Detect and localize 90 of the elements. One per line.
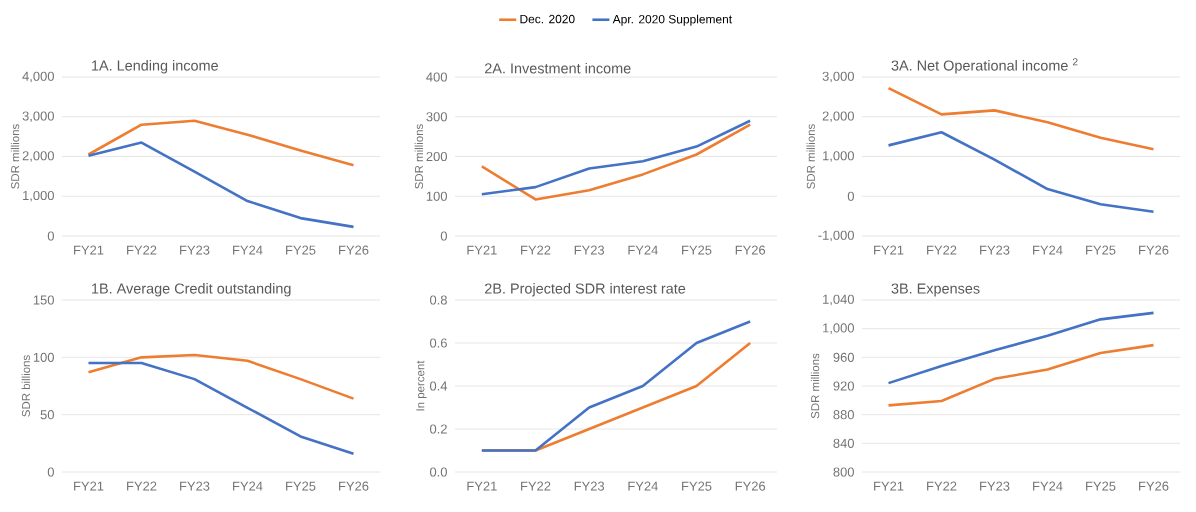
line-series: [480, 320, 752, 452]
y-tick-label: 1,000: [823, 151, 854, 162]
y-tick-label: 840: [833, 438, 854, 448]
x-tick-label: FY22: [127, 245, 157, 255]
x-tick-label: FY22: [521, 481, 551, 491]
x-tick-label: FY25: [286, 481, 316, 491]
y-tick-label: 3,000: [22, 111, 54, 123]
chart-title: 3A. Net Operational income $^{2}$: [891, 58, 1078, 74]
y-tick-label: 880: [833, 410, 854, 420]
x-tick-label: FY25: [682, 481, 712, 491]
y-tick-label: 4,000: [22, 71, 54, 83]
y-axis-title: In percent: [416, 360, 427, 411]
y-tick-label: 50: [40, 410, 54, 420]
y-tick-label: 0: [47, 231, 54, 241]
y-tick-label: 0: [440, 231, 447, 241]
x-tick-label: FY25: [286, 245, 316, 255]
x-tick-label: FY22: [127, 481, 157, 491]
line-series: [887, 86, 1155, 151]
x-tick-label: FY21: [874, 481, 904, 491]
x-tick-label: FY26: [735, 245, 766, 255]
y-tick-label: 400: [426, 72, 447, 82]
x-tick-label: FY24: [233, 481, 263, 491]
y-tick-label: 0.0: [429, 467, 447, 477]
x-tick-label: FY21: [467, 245, 497, 255]
x-tick-label: FY22: [927, 245, 957, 255]
x-tick-label: FY26: [735, 481, 766, 491]
x-tick-label: FY24: [1033, 481, 1063, 491]
y-tick-label: 1,000: [823, 323, 854, 335]
y-tick-label: 2,000: [22, 151, 54, 162]
y-tick-label: 0.4: [429, 381, 448, 391]
x-tick-label: FY23: [180, 481, 210, 491]
y-tick-label: 300: [426, 112, 447, 122]
x-tick-label: FY26: [1139, 245, 1169, 255]
chart-title: 3B. Expenses: [891, 283, 980, 297]
line-series: [887, 311, 1155, 385]
y-axis-title: SDR billions: [21, 355, 31, 417]
x-tick-label: FY21: [467, 481, 497, 491]
chart-title: 1B. Average Credit outstanding: [92, 283, 291, 297]
y-tick-label: 150: [33, 295, 54, 305]
y-tick-label: 1,040: [823, 294, 854, 306]
x-tick-label: FY22: [927, 481, 957, 491]
y-tick-label: 0: [47, 467, 54, 477]
x-tick-label: FY23: [980, 481, 1010, 491]
y-tick-label: 100: [426, 191, 447, 201]
x-tick-label: FY21: [74, 481, 104, 491]
x-tick-label: FY23: [574, 481, 605, 491]
line-series: [87, 353, 355, 400]
x-tick-label: FY23: [180, 245, 210, 255]
chart-title: 1A. Lending income: [92, 60, 218, 74]
x-tick-label: FY25: [1086, 245, 1116, 255]
x-tick-label: FY21: [874, 245, 904, 255]
line-series: [87, 141, 355, 229]
x-tick-label: FY24: [628, 245, 658, 255]
line-series: [887, 343, 1155, 407]
x-tick-label: FY26: [339, 481, 369, 491]
x-tick-label: FY24: [628, 481, 658, 491]
y-axis-title: SDR millions: [10, 124, 20, 189]
y-tick-label: 0.2: [429, 424, 447, 434]
x-tick-label: FY22: [521, 245, 551, 255]
y-tick-label: 920: [833, 381, 854, 391]
line-series: [87, 361, 355, 455]
y-tick-label: 960: [833, 352, 854, 362]
x-tick-label: FY26: [1139, 481, 1169, 491]
x-tick-label: FY24: [233, 245, 263, 255]
y-tick-label: 100: [33, 352, 54, 362]
x-tick-label: FY26: [339, 245, 369, 255]
x-tick-label: FY23: [980, 245, 1010, 255]
x-tick-label: FY23: [574, 245, 605, 255]
line-series: [87, 119, 355, 167]
y-axis-title: SDR millions: [810, 353, 820, 419]
y-tick-label: 0.8: [429, 295, 447, 305]
chart-title: 2B. Projected SDR interest rate: [485, 283, 686, 297]
y-tick-label: 0: [847, 191, 854, 201]
y-tick-label: 1,000: [23, 190, 54, 202]
y-tick-label: 800: [833, 467, 854, 477]
legend-label: Dec. 2020: [520, 14, 575, 24]
y-axis-title: SDR millions: [806, 124, 815, 189]
y-tick-label: 2,000: [822, 111, 854, 123]
y-tick-label: 0.6: [429, 338, 447, 348]
y-tick-label: 3,000: [822, 71, 854, 83]
line-series: [887, 130, 1155, 214]
y-tick-label: 200: [426, 151, 447, 162]
legend-label: Apr. 2020 Supplement: [612, 14, 733, 26]
x-tick-label: FY24: [1033, 245, 1063, 255]
chart-title: 2A. Investment income: [485, 62, 631, 74]
x-tick-label: FY21: [74, 245, 104, 255]
y-axis-title: SDR millions: [414, 124, 424, 189]
x-tick-label: FY25: [682, 245, 712, 255]
y-tick-label: -1,000: [818, 230, 854, 242]
x-tick-label: FY25: [1086, 481, 1116, 491]
